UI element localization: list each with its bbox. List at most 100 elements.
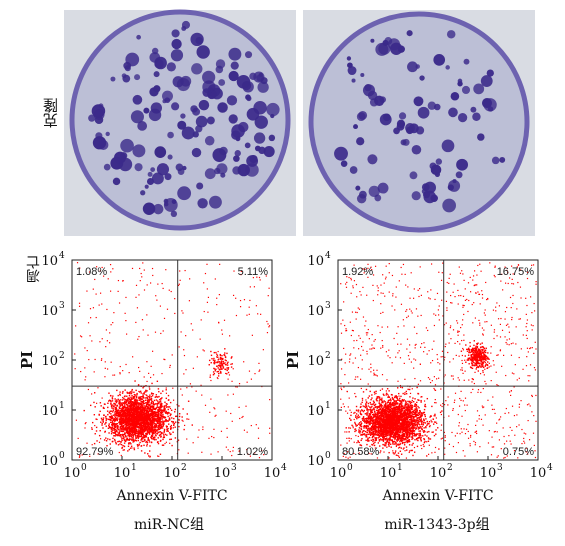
colony (407, 61, 418, 73)
colony (153, 203, 164, 215)
colony (458, 113, 468, 123)
colony (340, 160, 348, 167)
colony (480, 75, 493, 87)
x-tick-label: 10 (530, 466, 547, 481)
colony (368, 185, 380, 197)
colony (427, 101, 437, 110)
colony (137, 121, 148, 131)
colony (230, 61, 239, 70)
x-tick-label: 10 (64, 466, 81, 481)
colony (472, 112, 481, 121)
colony (98, 139, 109, 150)
flow-panel-mir-1343: 1.92% 16.75%80.58% 0.75%10 010 010 110 110 210 2… (284, 251, 553, 504)
x-tick-label: 10 (114, 466, 131, 481)
colony (171, 29, 180, 38)
colony (457, 81, 463, 87)
x-tick-exponent: 1 (131, 463, 137, 473)
colony (114, 151, 127, 164)
colony (347, 62, 353, 69)
colony (198, 99, 210, 111)
colony (448, 107, 458, 118)
colony (347, 66, 357, 75)
colony (192, 131, 199, 138)
y-tick-label: 10 (41, 404, 58, 419)
colony (191, 63, 203, 75)
plate-dish-right (308, 11, 530, 233)
y-tick-label: 10 (41, 304, 58, 319)
colony (367, 154, 378, 165)
colony (132, 94, 143, 105)
colony (249, 154, 258, 164)
colony (181, 126, 195, 140)
colony (369, 98, 379, 107)
x-tick-label: 10 (264, 466, 281, 481)
colony (219, 146, 228, 156)
y-axis-label: PI (18, 351, 36, 369)
colony (270, 113, 275, 119)
x-tick-exponent: 0 (347, 463, 353, 473)
y-tick-label: 10 (307, 254, 324, 269)
flow-panel-mir-nc: 1.08% 5.11%92.79% 1.02%10 010 010 110 110 210 21… (18, 251, 287, 504)
colony (456, 158, 469, 171)
quadrant-label-ul: 1.08% (76, 266, 107, 278)
y-tick-label: 10 (41, 254, 58, 269)
colony (353, 124, 358, 130)
colony (242, 81, 254, 93)
colony (156, 163, 170, 176)
colony (398, 112, 407, 120)
colony (406, 30, 413, 37)
colony (132, 144, 146, 158)
colony (477, 133, 485, 141)
colony (445, 65, 450, 70)
y-tick-exponent: 3 (325, 301, 331, 311)
colony (218, 79, 226, 86)
colony (150, 167, 156, 172)
y-tick-exponent: 4 (325, 251, 331, 261)
colony (446, 30, 456, 39)
colony (148, 108, 162, 122)
colony (491, 156, 500, 165)
x-tick-exponent: 3 (231, 463, 237, 473)
y-tick-label: 10 (41, 454, 58, 469)
colony (215, 65, 224, 74)
x-tick-label: 10 (164, 466, 181, 481)
x-tick-exponent: 4 (547, 463, 553, 473)
colony (253, 101, 267, 115)
y-tick-exponent: 3 (59, 301, 65, 311)
colony (384, 37, 393, 45)
colony (195, 36, 203, 45)
y-tick-exponent: 2 (59, 351, 65, 361)
colony (202, 88, 212, 97)
colony (411, 191, 421, 201)
colony (435, 158, 443, 165)
colony (195, 125, 203, 133)
colony (206, 116, 215, 125)
colony (433, 54, 446, 66)
x-tick-exponent: 1 (397, 463, 403, 473)
colony (409, 171, 418, 180)
x-tick-exponent: 2 (181, 463, 187, 473)
colony (147, 171, 153, 177)
colony (143, 107, 150, 114)
quadrant-label-ur: 16.75% (497, 266, 535, 278)
colony (130, 110, 144, 124)
colony (254, 115, 268, 129)
colony (191, 147, 202, 158)
colony (228, 114, 238, 124)
colony (228, 70, 239, 82)
quadrant-label-lr: 0.75% (503, 446, 534, 458)
colony (334, 146, 348, 161)
colony (455, 171, 463, 179)
y-tick-exponent: 1 (325, 401, 331, 411)
colony (180, 75, 192, 87)
colony (398, 121, 406, 128)
colony (197, 198, 208, 209)
y-tick-label: 10 (41, 354, 58, 369)
colony (163, 198, 169, 204)
colony (486, 69, 494, 77)
colony (204, 168, 216, 180)
colony (349, 166, 358, 174)
colony (228, 47, 242, 61)
colony (413, 96, 424, 107)
